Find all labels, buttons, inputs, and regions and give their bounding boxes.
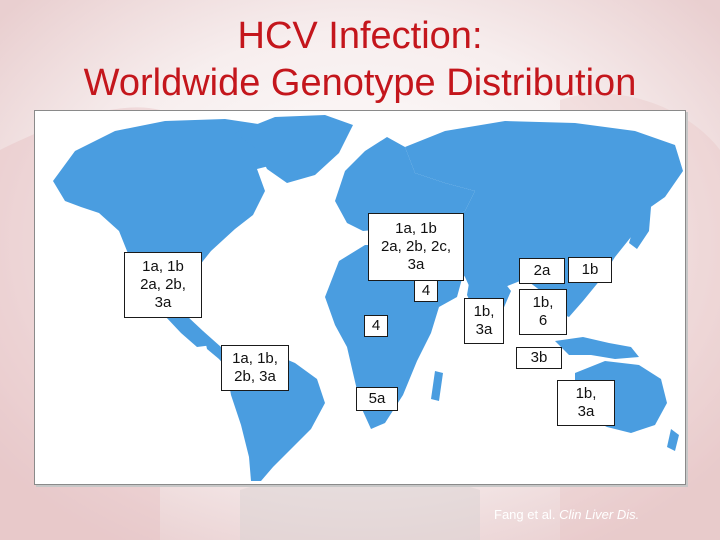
indonesia-landmass — [555, 337, 639, 359]
genotype-label-southeast-asia: 1b, 6 — [519, 289, 567, 335]
genotype-label-japan: 1b — [568, 257, 612, 283]
genotype-label-australia: 1b, 3a — [557, 380, 615, 426]
genotype-label-india: 1b, 3a — [464, 298, 504, 344]
genotype-label-north-america: 1a, 1b 2a, 2b, 3a — [124, 252, 202, 318]
north-america-landmass — [53, 119, 287, 347]
new-zealand-landmass — [667, 429, 679, 451]
world-map-landmasses — [53, 115, 683, 481]
africa-landmass — [325, 245, 439, 429]
slide-title-line-1: HCV Infection: — [237, 15, 483, 57]
greenland-landmass — [235, 115, 353, 183]
genotype-label-egypt: 4 — [414, 280, 438, 302]
citation-authors: Fang et al. — [494, 507, 556, 522]
citation-journal: Clin Liver Dis. — [559, 507, 640, 522]
genotype-label-europe-middle-east: 1a, 1b 2a, 2b, 2c, 3a — [368, 213, 464, 281]
citation: Fang et al. Clin Liver Dis. — [494, 507, 639, 522]
asia-landmass — [405, 121, 683, 317]
genotype-label-indonesia: 3b — [516, 347, 562, 369]
genotype-label-south-africa: 5a — [356, 387, 398, 411]
genotype-label-china: 2a — [519, 258, 565, 284]
genotype-label-south-america: 1a, 1b, 2b, 3a — [221, 345, 289, 391]
madagascar-landmass — [431, 371, 443, 401]
slide-title-line-2: Worldwide Genotype Distribution — [83, 62, 637, 104]
japan-landmass — [629, 203, 651, 249]
genotype-label-central-africa: 4 — [364, 315, 388, 337]
